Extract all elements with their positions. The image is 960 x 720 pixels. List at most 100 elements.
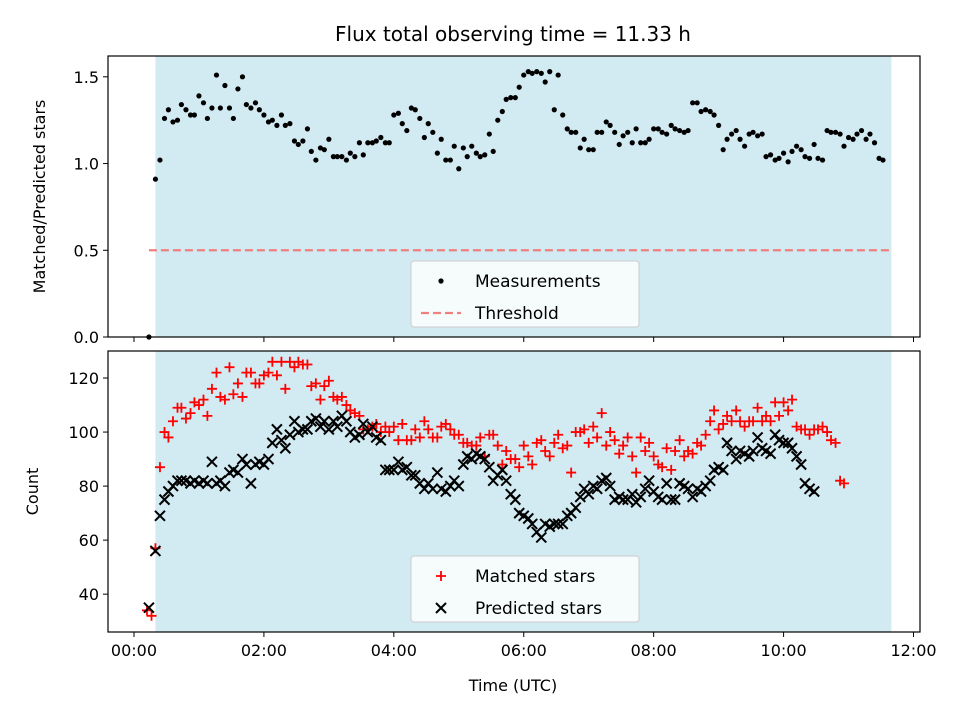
data-point bbox=[496, 464, 509, 476]
data-point bbox=[263, 367, 274, 378]
data-point bbox=[682, 483, 694, 495]
legend-label: Threshold bbox=[474, 304, 559, 324]
data-point bbox=[605, 427, 616, 438]
x-axis-title: Time (UTC) bbox=[468, 676, 557, 695]
data-point bbox=[321, 147, 327, 153]
data-point bbox=[536, 435, 547, 446]
legend-label: Measurements bbox=[475, 272, 601, 292]
data-point bbox=[495, 117, 501, 123]
data-point bbox=[382, 140, 388, 146]
data-point bbox=[282, 122, 288, 128]
data-point bbox=[631, 467, 642, 478]
data-point bbox=[737, 136, 743, 142]
data-point bbox=[770, 397, 781, 408]
data-point bbox=[729, 131, 735, 137]
y-tick-label: 100 bbox=[68, 423, 99, 442]
data-point bbox=[657, 462, 668, 473]
data-point bbox=[828, 129, 834, 135]
data-point bbox=[562, 440, 573, 451]
data-point bbox=[670, 445, 681, 456]
data-point bbox=[668, 122, 674, 128]
data-point bbox=[497, 459, 508, 470]
data-point bbox=[757, 416, 768, 427]
data-point bbox=[279, 442, 292, 454]
data-point bbox=[782, 437, 794, 449]
data-point bbox=[526, 518, 538, 530]
data-point bbox=[165, 107, 172, 113]
data-point bbox=[453, 429, 464, 440]
data-point bbox=[674, 435, 685, 446]
data-point bbox=[880, 157, 886, 163]
data-point bbox=[445, 424, 456, 435]
data-point bbox=[731, 405, 742, 416]
data-point bbox=[659, 129, 665, 135]
data-point bbox=[785, 159, 791, 165]
y-tick-label: 0.5 bbox=[74, 241, 99, 260]
data-point bbox=[252, 100, 259, 106]
data-point bbox=[417, 115, 423, 122]
data-point bbox=[798, 147, 804, 153]
data-point bbox=[304, 126, 311, 132]
data-point bbox=[644, 437, 655, 448]
data-point bbox=[639, 483, 651, 495]
data-point bbox=[318, 415, 331, 427]
data-point bbox=[427, 483, 439, 495]
data-point bbox=[432, 432, 443, 443]
data-point bbox=[790, 450, 803, 463]
legend: Measurements Threshold bbox=[410, 260, 640, 328]
series-predicted-stars bbox=[143, 410, 820, 614]
x-tick-label: 04:00 bbox=[371, 641, 417, 660]
data-point bbox=[302, 359, 313, 370]
data-point bbox=[314, 420, 327, 433]
data-point bbox=[501, 445, 512, 456]
data-point bbox=[767, 152, 774, 158]
data-point bbox=[582, 488, 595, 500]
data-point bbox=[527, 459, 538, 470]
data-point bbox=[540, 445, 551, 456]
data-point bbox=[275, 434, 288, 446]
data-point bbox=[276, 356, 287, 367]
data-point bbox=[464, 154, 470, 160]
y-tick-label: 120 bbox=[68, 369, 99, 388]
data-point bbox=[600, 472, 612, 484]
data-point bbox=[378, 134, 384, 141]
data-point bbox=[434, 150, 440, 156]
data-point bbox=[720, 147, 726, 153]
data-point bbox=[709, 405, 720, 416]
data-point bbox=[310, 378, 321, 389]
data-point bbox=[601, 440, 612, 451]
data-point bbox=[607, 122, 613, 128]
data-point bbox=[352, 154, 358, 160]
data-point bbox=[222, 82, 228, 89]
data-point bbox=[471, 440, 482, 451]
data-point bbox=[651, 126, 657, 132]
data-point bbox=[330, 154, 337, 160]
data-point bbox=[154, 510, 166, 522]
data-point bbox=[808, 485, 820, 498]
data-point bbox=[353, 429, 366, 441]
data-point bbox=[331, 420, 344, 433]
data-point bbox=[193, 400, 204, 411]
data-point bbox=[616, 141, 622, 148]
data-point bbox=[577, 145, 583, 151]
data-point bbox=[453, 480, 465, 492]
data-point bbox=[243, 101, 249, 108]
data-point bbox=[850, 136, 856, 142]
data-point bbox=[704, 474, 716, 487]
data-point bbox=[548, 518, 560, 530]
data-point bbox=[291, 138, 298, 144]
data-point bbox=[564, 126, 570, 132]
data-point bbox=[633, 126, 639, 132]
data-point bbox=[269, 117, 275, 123]
data-point bbox=[158, 493, 171, 506]
data-point bbox=[707, 108, 713, 115]
data-point bbox=[512, 95, 518, 101]
data-point bbox=[479, 453, 491, 465]
data-point bbox=[201, 477, 214, 490]
data-point bbox=[357, 418, 370, 430]
data-point bbox=[388, 464, 400, 476]
legend-marker bbox=[435, 602, 447, 614]
data-point bbox=[669, 493, 681, 506]
data-point bbox=[681, 129, 687, 135]
data-point bbox=[408, 105, 414, 111]
